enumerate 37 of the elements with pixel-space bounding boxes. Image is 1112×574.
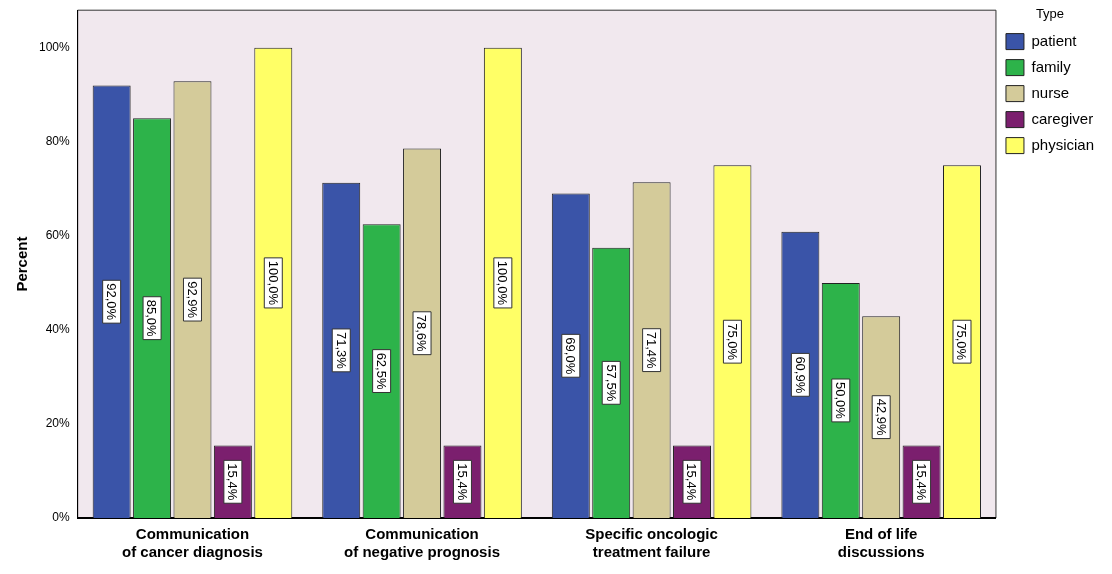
legend-label: physician — [1031, 135, 1095, 153]
data-label: 15,4% — [914, 463, 930, 501]
y-tick-label: 80% — [45, 134, 71, 149]
data-label: 62,5% — [374, 352, 390, 390]
data-label: 75,0% — [724, 323, 740, 361]
data-label: 75,0% — [954, 323, 970, 361]
data-label: 85,0% — [144, 299, 160, 338]
data-label: 92,0% — [104, 283, 120, 321]
data-label: 15,4% — [454, 463, 470, 501]
legend-label: family — [1031, 57, 1072, 75]
legend-label: patient — [1031, 31, 1078, 49]
data-label: 50,0% — [833, 382, 849, 420]
data-label: 57,5% — [603, 364, 619, 402]
data-label: 92,9% — [184, 281, 200, 319]
data-label: 15,4% — [225, 463, 241, 501]
y-tick-label: 60% — [45, 228, 71, 243]
data-label: 69,0% — [563, 337, 579, 375]
data-label: 42,9% — [873, 398, 889, 437]
y-tick-label: 40% — [45, 322, 71, 337]
data-label: 60,9% — [792, 356, 808, 394]
x-tick-label: End of life discussions — [837, 525, 925, 561]
data-label: 100,0% — [265, 260, 281, 306]
x-tick-label: Specific oncologic treatment failure — [585, 525, 718, 561]
y-axis-title: Percent — [13, 236, 31, 292]
y-tick-label: 100% — [38, 40, 71, 55]
data-label: 15,4% — [684, 463, 700, 501]
legend-label: nurse — [1031, 83, 1069, 101]
x-tick-label: Communication of cancer diagnosis — [122, 525, 263, 561]
y-tick-label: 0% — [52, 510, 71, 525]
x-tick-label: Communication of negative prognosis — [344, 525, 500, 561]
y-tick-label: 20% — [45, 416, 71, 431]
legend-label: caregiver — [1031, 109, 1094, 127]
data-label: 100,0% — [495, 260, 511, 306]
data-label: 78,6% — [414, 314, 430, 353]
legend-title: Type — [1035, 6, 1065, 22]
data-label: 71,3% — [333, 331, 349, 370]
data-label: 71,4% — [644, 331, 660, 370]
